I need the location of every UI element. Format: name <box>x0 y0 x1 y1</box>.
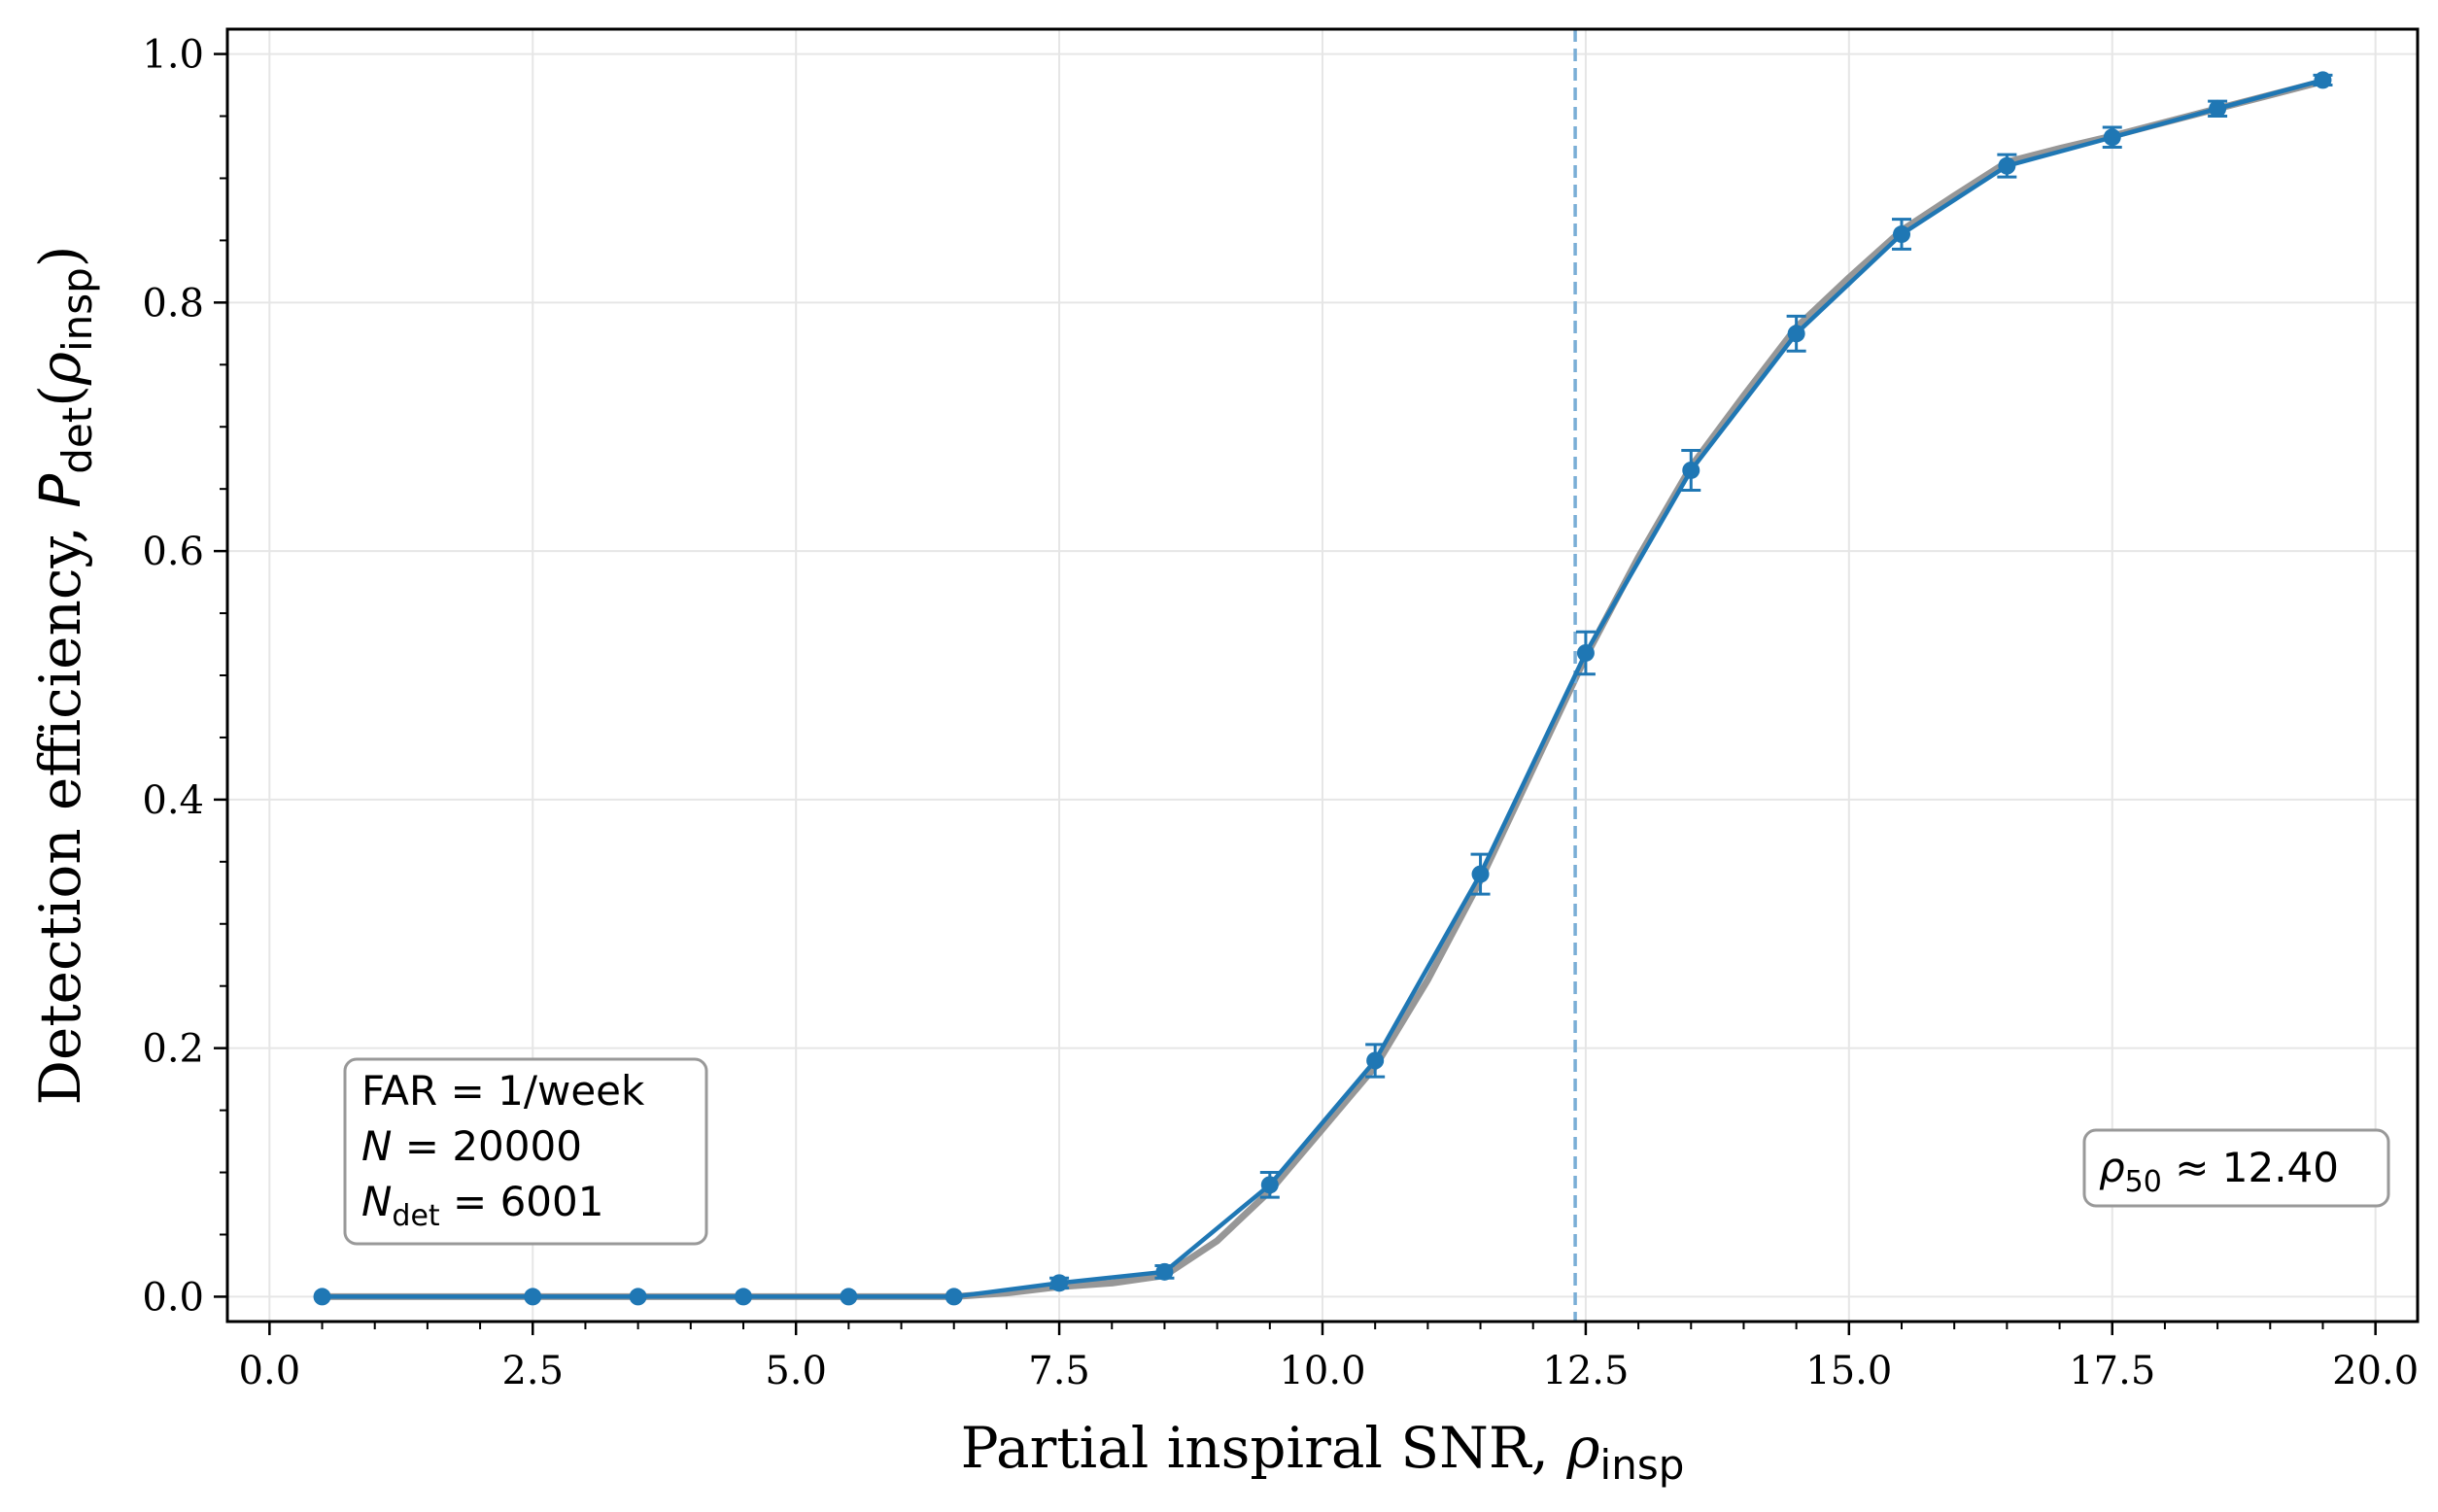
annotation-far: FAR = 1/week <box>361 1067 645 1115</box>
data-series <box>313 71 2333 1306</box>
data-point <box>840 1288 858 1306</box>
x-tick-label: 2.5 <box>501 1349 564 1393</box>
data-point <box>629 1288 647 1306</box>
y-tick-label: 0.2 <box>142 1027 204 1072</box>
annotation-n: N = 20000 <box>361 1122 582 1170</box>
annotation-rho50: ρ50 ≈ 12.40 <box>2099 1144 2339 1199</box>
y-ticks: 0.0 0.2 0.4 0.6 0.8 1.0 <box>142 33 227 1320</box>
x-tick-label: 12.5 <box>1542 1349 1629 1393</box>
x-tick-label: 17.5 <box>2069 1349 2155 1393</box>
minor-ticks <box>220 115 2324 1329</box>
data-point <box>1682 461 1700 479</box>
data-point <box>2103 128 2121 147</box>
y-tick-label: 0.4 <box>142 778 204 823</box>
data-point <box>1787 325 1805 343</box>
grid <box>227 29 2418 1322</box>
y-tick-label: 0.0 <box>142 1275 204 1320</box>
x-tick-label: 15.0 <box>1805 1349 1892 1393</box>
y-axis-label: Detection efficiency, Pdet(ρinsp) <box>27 246 101 1106</box>
x-tick-label: 20.0 <box>2332 1349 2419 1393</box>
data-point <box>944 1288 963 1306</box>
x-tick-label: 10.0 <box>1279 1349 1365 1393</box>
annotation-ndet: Ndet = 6001 <box>361 1178 603 1233</box>
data-point <box>524 1288 542 1306</box>
data-point <box>2314 71 2332 89</box>
data-point <box>1155 1262 1174 1281</box>
x-tick-label: 5.0 <box>765 1349 827 1393</box>
data-point <box>1893 225 1911 244</box>
data-point <box>734 1288 752 1306</box>
annotation-box-left: FAR = 1/week N = 20000 Ndet = 6001 <box>343 1057 708 1246</box>
data-point <box>313 1288 331 1306</box>
x-ticks: 0.0 2.5 5.0 7.5 10.0 12.5 15.0 17.5 20.0 <box>239 1322 2419 1393</box>
x-axis-label: Partial inspiral SNR, ρinsp <box>961 1415 1685 1489</box>
y-tick-label: 1.0 <box>142 33 204 78</box>
x-tick-label: 0.0 <box>239 1349 301 1393</box>
x-tick-label: 7.5 <box>1028 1349 1090 1393</box>
data-point <box>1050 1274 1069 1292</box>
data-point <box>1576 643 1595 662</box>
data-point <box>1260 1176 1279 1194</box>
y-tick-label: 0.8 <box>142 281 204 326</box>
y-tick-label: 0.6 <box>142 530 204 574</box>
annotation-box-right: ρ50 ≈ 12.40 <box>2082 1128 2390 1208</box>
data-point <box>1471 865 1490 883</box>
data-point <box>1366 1051 1385 1070</box>
data-point <box>1998 156 2016 175</box>
data-point <box>2209 99 2227 118</box>
